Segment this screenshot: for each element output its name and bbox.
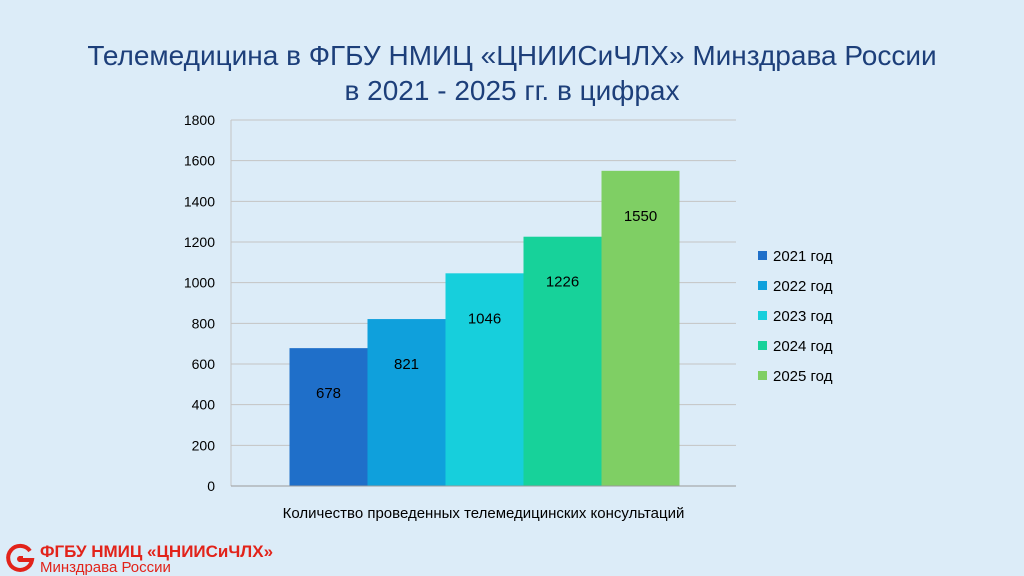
logo-name: ФГБУ НМИЦ «ЦНИИСиЧЛХ» <box>40 542 274 561</box>
data-label: 821 <box>394 356 419 373</box>
data-label: 678 <box>316 385 341 402</box>
legend-swatch <box>758 371 767 380</box>
chart-title-line1: Телемедицина в ФГБУ НМИЦ «ЦНИИСиЧЛХ» Мин… <box>87 40 937 71</box>
y-tick-label: 0 <box>207 478 215 494</box>
legend: 2021 год 2022 год 2023 год 2024 год 2025 год <box>758 248 833 385</box>
y-tick-label: 400 <box>192 397 216 413</box>
x-category-label: Количество проведенных телемедицинских к… <box>283 505 685 522</box>
logo-subtitle: Минздрава России <box>40 559 171 576</box>
y-tick-label: 1400 <box>184 193 215 209</box>
y-tick-label: 1000 <box>184 275 215 291</box>
legend-label: 2025 год <box>773 368 833 385</box>
legend-label: 2023 год <box>773 308 833 325</box>
legend-swatch <box>758 281 767 290</box>
legend-label: 2024 год <box>773 338 833 355</box>
bars <box>289 170 680 487</box>
y-tick-label: 600 <box>192 356 216 372</box>
y-tick-label: 1600 <box>184 153 215 169</box>
y-tick-label: 800 <box>192 315 216 331</box>
y-axis-ticks: 0 200 400 600 800 1000 1200 1400 1600 1800 <box>184 112 215 494</box>
legend-label: 2022 год <box>773 278 833 295</box>
y-tick-label: 1800 <box>184 112 215 128</box>
legend-swatch <box>758 251 767 260</box>
bar-3 <box>445 273 524 486</box>
bar-2 <box>367 319 446 486</box>
legend-label: 2021 год <box>773 248 833 265</box>
logo-mark-icon <box>6 543 35 572</box>
bar-1 <box>289 348 368 486</box>
data-label: 1226 <box>546 274 579 291</box>
legend-swatch <box>758 341 767 350</box>
data-label: 1046 <box>468 310 501 327</box>
data-label: 1550 <box>624 208 657 225</box>
data-labels: 678 821 1046 1226 1550 <box>316 208 657 402</box>
bar-4 <box>523 236 602 486</box>
y-tick-label: 200 <box>192 437 216 453</box>
bar-5 <box>601 170 680 487</box>
legend-swatch <box>758 311 767 320</box>
chart-title: Телемедицина в ФГБУ НМИЦ «ЦНИИСиЧЛХ» Мин… <box>0 38 1024 108</box>
y-tick-label: 1200 <box>184 234 215 250</box>
chart-title-line2: в 2021 - 2025 гг. в цифрах <box>344 75 680 106</box>
